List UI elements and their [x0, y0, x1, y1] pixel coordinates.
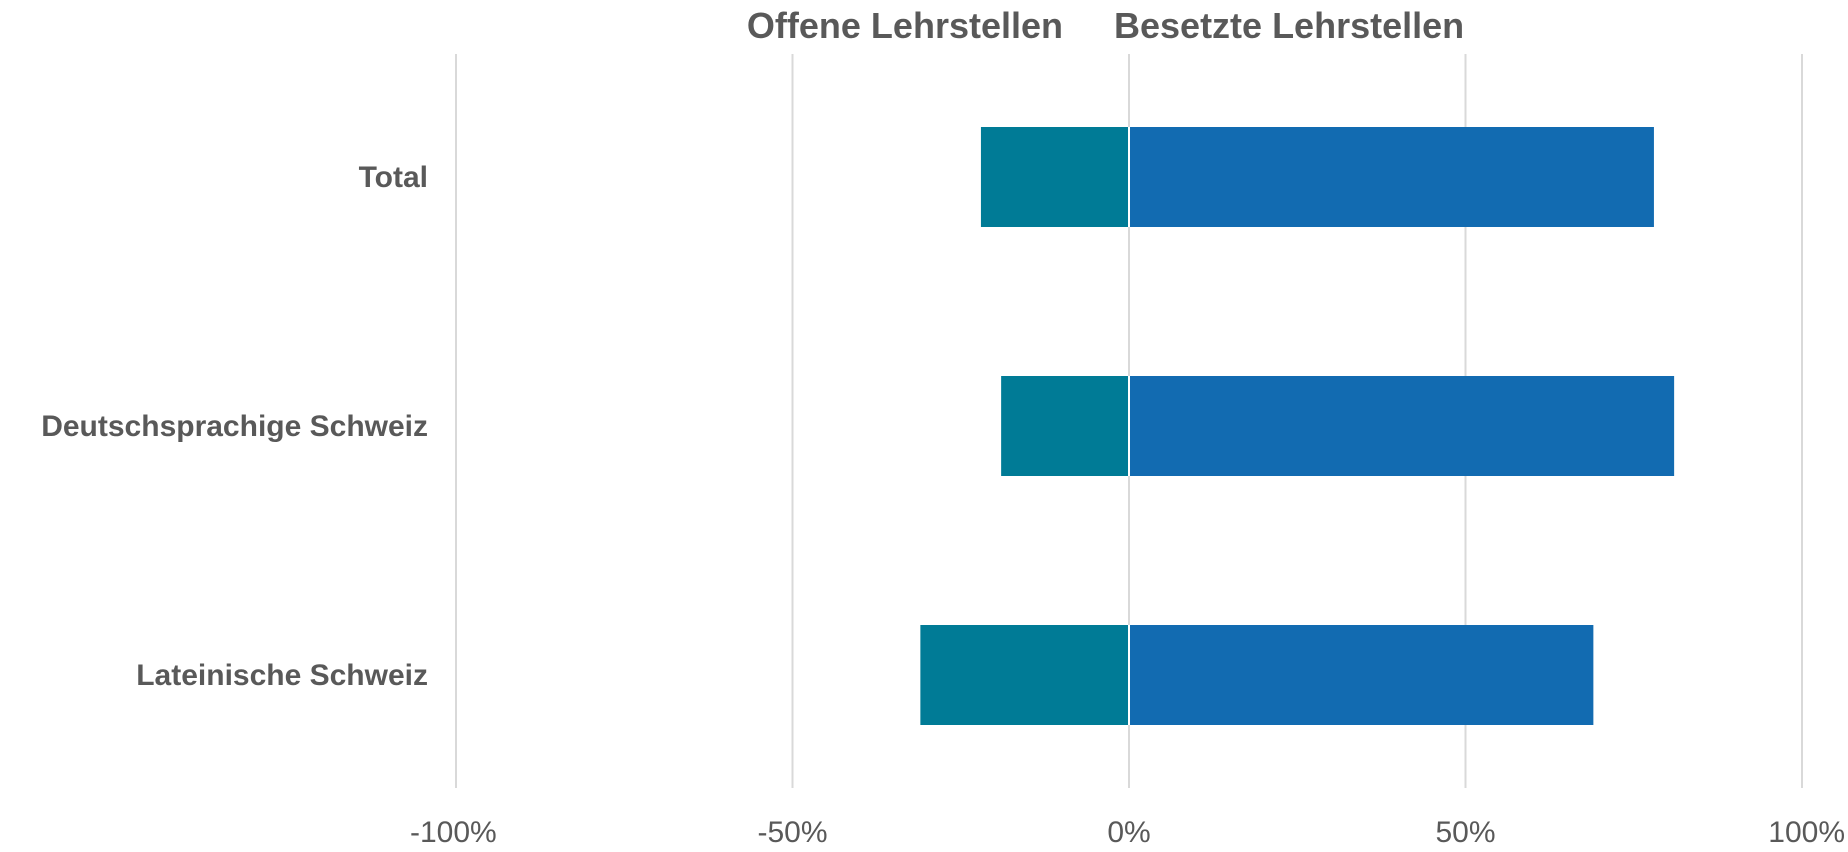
bar [980, 127, 1129, 227]
header-besetzte-lehrstellen: Besetzte Lehrstellen [1114, 5, 1464, 46]
series-header-labels: Offene Lehrstellen Besetzte Lehrstellen [747, 5, 1464, 46]
x-tick-label: -50% [757, 816, 827, 849]
bar [1129, 127, 1654, 227]
bar [1129, 625, 1594, 725]
x-tick-label: 100% [1768, 816, 1845, 849]
x-tick-label: -100% [410, 816, 497, 849]
bar [1001, 376, 1129, 476]
category-labels: Total Deutschsprachige Schweiz Lateinische… [41, 161, 428, 692]
category-label: Total [359, 161, 428, 194]
x-axis-tick-labels: -100% -50% 0% 50% 100% [410, 816, 1845, 849]
bar [920, 625, 1129, 725]
x-tick-label: 50% [1435, 816, 1495, 849]
x-tick-label: 0% [1107, 816, 1150, 849]
bars [920, 127, 1675, 725]
header-offene-lehrstellen: Offene Lehrstellen [747, 5, 1063, 46]
category-label: Lateinische Schweiz [136, 659, 428, 692]
bar [1129, 376, 1675, 476]
category-label: Deutschsprachige Schweiz [41, 410, 428, 443]
